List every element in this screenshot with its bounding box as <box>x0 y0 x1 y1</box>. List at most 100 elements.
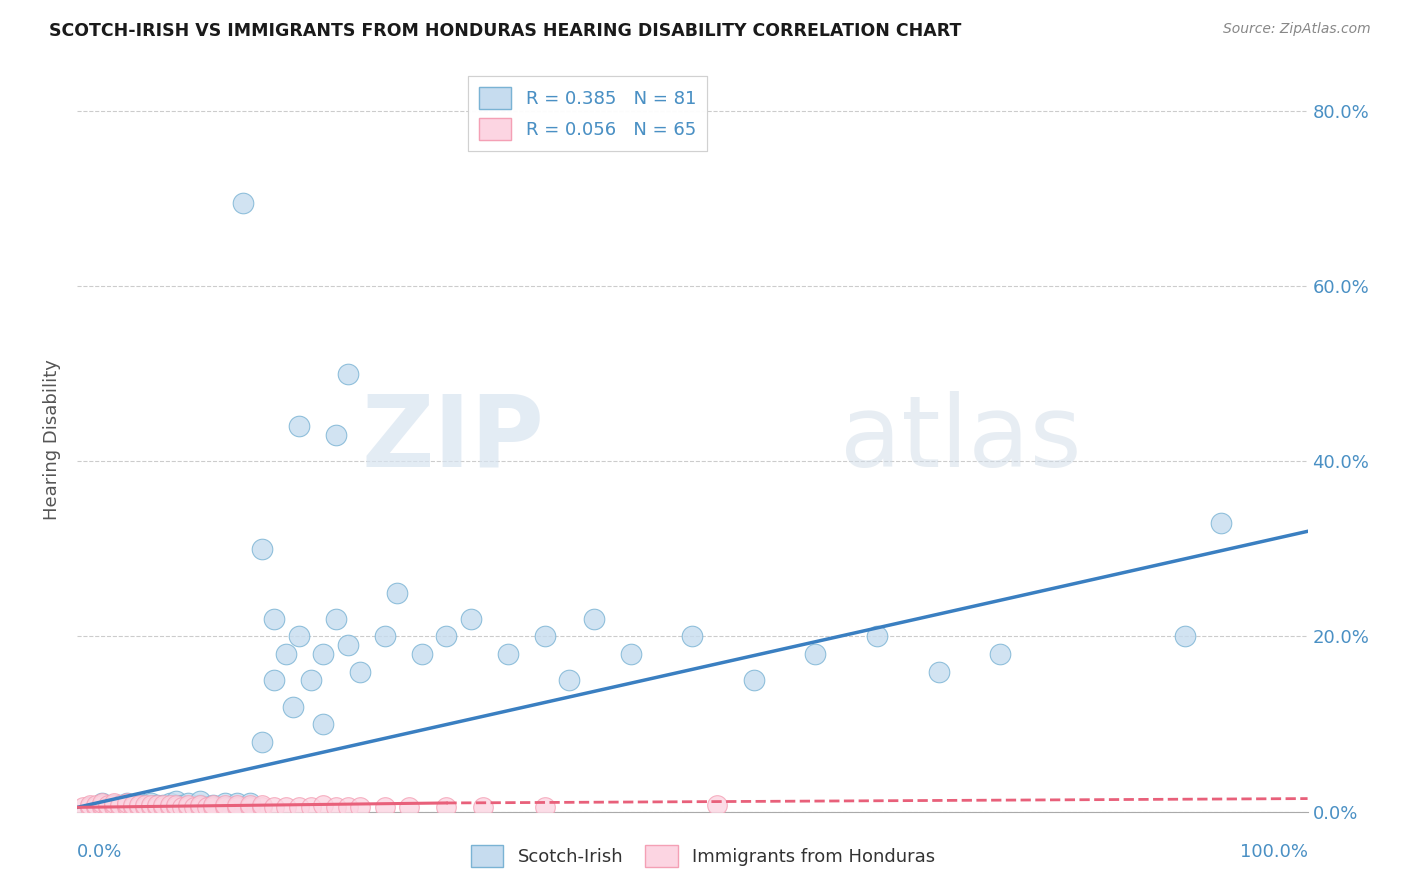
Point <box>110 797 132 812</box>
Point <box>239 797 262 812</box>
Point <box>263 800 285 814</box>
Point <box>201 800 224 814</box>
Point <box>250 800 273 814</box>
Point <box>239 796 262 810</box>
Point <box>742 673 765 688</box>
Point <box>325 612 347 626</box>
Y-axis label: Hearing Disability: Hearing Disability <box>44 359 62 520</box>
Point <box>214 797 236 812</box>
Point <box>115 800 138 814</box>
Point <box>165 794 187 808</box>
Point <box>288 800 311 814</box>
Point <box>177 796 200 810</box>
Point <box>472 800 495 814</box>
Point <box>134 800 156 814</box>
Point <box>90 800 114 814</box>
Point <box>208 800 231 814</box>
Text: atlas: atlas <box>841 391 1081 488</box>
Point <box>276 800 298 814</box>
Point <box>263 612 285 626</box>
Point <box>134 800 156 814</box>
Point <box>134 797 156 812</box>
Point <box>128 800 150 814</box>
Point <box>374 800 396 814</box>
Point <box>97 797 120 812</box>
Point <box>177 797 200 812</box>
Text: SCOTCH-IRISH VS IMMIGRANTS FROM HONDURAS HEARING DISABILITY CORRELATION CHART: SCOTCH-IRISH VS IMMIGRANTS FROM HONDURAS… <box>49 22 962 40</box>
Point <box>97 800 120 814</box>
Point <box>201 797 224 812</box>
Point <box>620 647 643 661</box>
Point <box>134 797 156 812</box>
Point <box>387 585 409 599</box>
Point <box>804 647 827 661</box>
Point <box>115 797 138 812</box>
Point <box>496 647 519 661</box>
Point <box>103 797 125 812</box>
Point <box>226 797 249 812</box>
Point <box>250 541 273 556</box>
Point <box>232 195 254 210</box>
Point <box>460 612 482 626</box>
Point <box>534 630 557 644</box>
Point <box>79 800 101 814</box>
Point <box>146 800 169 814</box>
Point <box>141 796 163 810</box>
Text: ZIP: ZIP <box>361 391 546 488</box>
Point <box>349 800 371 814</box>
Point <box>79 800 101 814</box>
Point <box>1211 516 1233 530</box>
Point <box>288 419 311 434</box>
Point <box>170 797 193 812</box>
Point <box>170 800 193 814</box>
Point <box>146 800 169 814</box>
Point <box>436 800 458 814</box>
Point <box>190 797 212 812</box>
Point <box>152 800 174 814</box>
Point <box>190 794 212 808</box>
Point <box>682 630 704 644</box>
Point <box>288 630 311 644</box>
Point <box>115 796 138 810</box>
Point <box>115 797 138 812</box>
Point <box>90 796 114 810</box>
Point <box>436 630 458 644</box>
Point <box>190 800 212 814</box>
Point <box>110 800 132 814</box>
Point <box>141 797 163 812</box>
Point <box>195 800 218 814</box>
Point <box>84 800 107 814</box>
Point <box>398 800 420 814</box>
Point <box>299 800 322 814</box>
Point <box>374 630 396 644</box>
Point <box>177 800 200 814</box>
Point <box>226 800 249 814</box>
Point <box>128 800 150 814</box>
Point <box>152 797 174 812</box>
Point <box>201 797 224 812</box>
Point <box>866 630 889 644</box>
Point <box>159 800 181 814</box>
Point <box>219 800 242 814</box>
Point <box>239 800 262 814</box>
Point <box>281 699 304 714</box>
Point <box>146 797 169 812</box>
Point <box>165 797 187 812</box>
Point <box>152 800 174 814</box>
Point <box>146 797 169 812</box>
Point <box>534 800 557 814</box>
Point <box>115 800 138 814</box>
Point <box>103 800 125 814</box>
Point <box>159 800 181 814</box>
Point <box>195 800 218 814</box>
Point <box>250 797 273 812</box>
Point <box>84 797 107 812</box>
Point <box>988 647 1011 661</box>
Point <box>214 796 236 810</box>
Point <box>183 800 205 814</box>
Point <box>299 673 322 688</box>
Point <box>128 797 150 812</box>
Point <box>239 800 262 814</box>
Point <box>90 800 114 814</box>
Point <box>337 367 360 381</box>
